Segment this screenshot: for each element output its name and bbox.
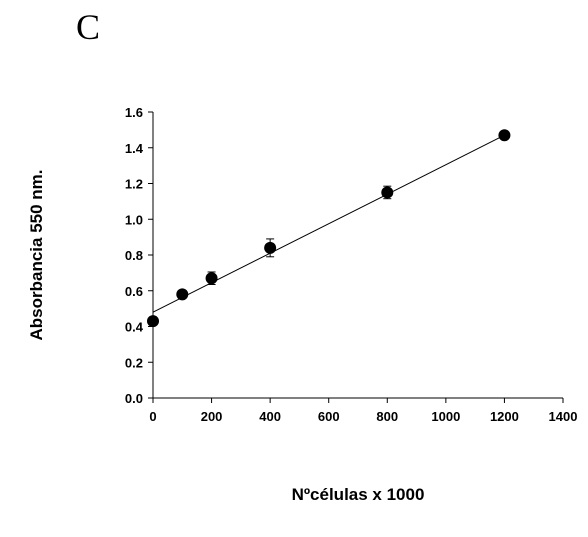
y-tick-label: 0.6 [125, 284, 143, 299]
y-tick-label: 1.6 [125, 105, 143, 120]
y-axis-title: Absorbancia 550 nm. [27, 169, 46, 340]
x-axis-title: Nºcélulas x 1000 [292, 485, 425, 504]
x-tick-label: 800 [376, 409, 398, 424]
x-tick-label: 0 [149, 409, 156, 424]
data-point [147, 315, 159, 328]
y-tick-label: 1.0 [125, 212, 143, 227]
x-tick-label: 600 [318, 409, 340, 424]
y-tick-label: 1.4 [125, 141, 144, 156]
axes [152, 112, 563, 399]
y-tick-label: 0.4 [125, 320, 144, 335]
fit-line-group [152, 134, 505, 313]
y-tick-label: 0.8 [125, 248, 143, 263]
x-tick-label: 1400 [549, 409, 578, 424]
x-tick-label: 1000 [431, 409, 460, 424]
data-point [498, 129, 511, 142]
x-tick-label: 1200 [490, 409, 519, 424]
regression-line [152, 134, 505, 313]
panel-label: C [76, 7, 101, 47]
ticks: 0.0 0.2 0.4 0.6 0.8 1.0 1.2 1.4 1.6 0 200 400 600 800… [125, 105, 578, 424]
x-tick-label: 200 [201, 409, 223, 424]
data-points [147, 129, 511, 328]
x-tick-label: 400 [259, 409, 281, 424]
y-tick-label: 0.2 [125, 355, 143, 370]
data-point [176, 288, 189, 301]
y-tick-label: 0.0 [125, 391, 143, 406]
y-tick-label: 1.2 [125, 177, 143, 192]
data-point [264, 241, 277, 254]
data-point [205, 272, 218, 285]
data-point [381, 186, 394, 199]
